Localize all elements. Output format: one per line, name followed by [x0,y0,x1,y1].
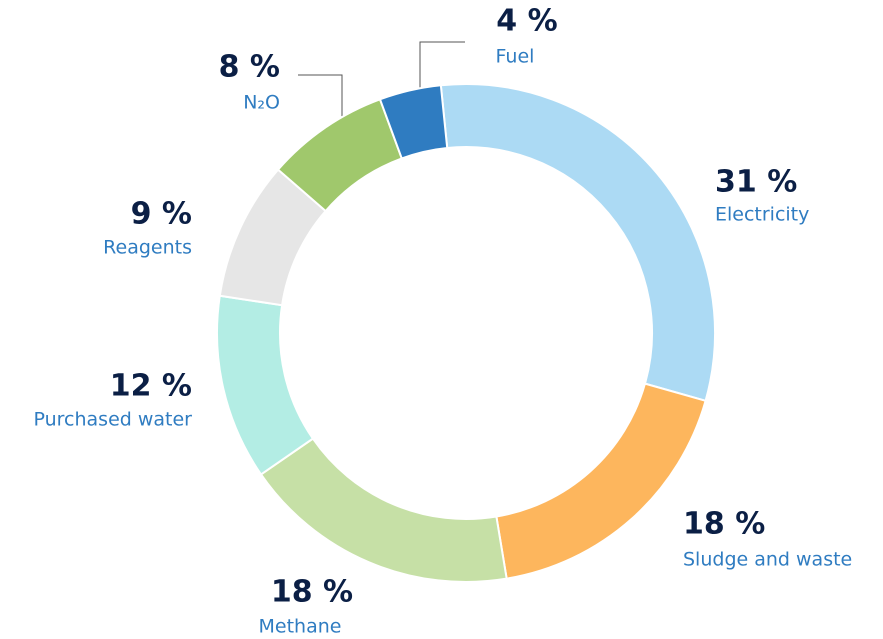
value-label: 18 % [271,575,353,610]
donut-segment [216,294,315,476]
category-label: Methane [259,616,342,638]
value-label: 12 % [110,369,192,404]
donut-segment [259,437,508,583]
category-label: Electricity [715,204,809,226]
donut-segment [495,382,707,580]
category-label: Purchased water [33,409,192,431]
category-label: Reagents [103,237,192,259]
category-label: Fuel [496,46,535,68]
value-label: 4 % [496,4,557,39]
value-label: 9 % [131,197,192,232]
value-label: 8 % [219,50,280,85]
value-label: 18 % [683,507,765,542]
donut-segment [439,83,716,403]
donut-segment [378,84,449,160]
value-label: 31 % [715,165,797,200]
category-label: N₂O [243,92,280,114]
category-label: Sludge and waste [683,549,852,571]
